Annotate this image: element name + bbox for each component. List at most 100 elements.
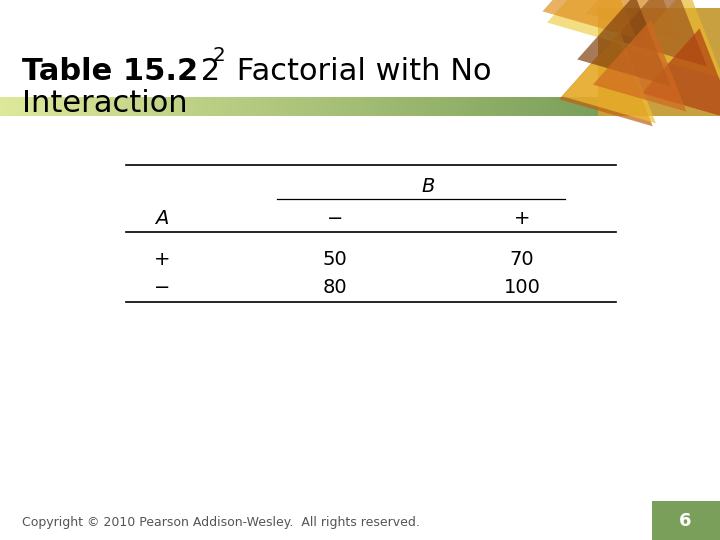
Bar — [431, 97, 434, 116]
Bar — [182, 97, 186, 116]
Bar — [161, 97, 165, 116]
Bar — [439, 97, 443, 116]
Bar — [562, 97, 565, 116]
Bar — [42, 97, 45, 116]
Bar — [96, 97, 99, 116]
Bar — [448, 97, 452, 116]
Bar — [158, 97, 162, 116]
Bar — [550, 97, 554, 116]
Bar — [275, 97, 279, 116]
Bar — [406, 97, 410, 116]
Bar — [203, 97, 207, 116]
Bar — [424, 97, 428, 116]
Bar — [150, 97, 153, 116]
Bar — [359, 97, 362, 116]
Bar — [493, 97, 497, 116]
Bar — [197, 97, 201, 116]
Bar — [21, 97, 24, 116]
Bar — [284, 97, 287, 116]
Bar — [526, 97, 530, 116]
Polygon shape — [593, 20, 686, 112]
Bar — [535, 97, 539, 116]
Bar — [254, 97, 258, 116]
Bar — [278, 97, 282, 116]
Bar — [577, 97, 580, 116]
Bar — [335, 97, 338, 116]
Polygon shape — [547, 0, 641, 50]
Bar — [0, 97, 4, 116]
Bar — [24, 97, 27, 116]
Bar — [18, 97, 22, 116]
Bar — [568, 97, 572, 116]
Bar — [54, 97, 58, 116]
Bar — [553, 97, 557, 116]
Text: +: + — [514, 209, 530, 228]
Bar — [242, 97, 246, 116]
Bar — [544, 97, 547, 116]
Bar — [413, 97, 416, 116]
Bar — [589, 97, 593, 116]
Bar — [529, 97, 533, 116]
Bar — [469, 97, 473, 116]
Bar — [200, 97, 204, 116]
Bar — [93, 97, 96, 116]
Bar — [146, 97, 150, 116]
Bar — [377, 97, 380, 116]
Bar — [466, 97, 470, 116]
Bar — [323, 97, 326, 116]
Bar — [302, 97, 305, 116]
Bar — [502, 97, 505, 116]
Bar — [389, 97, 392, 116]
Bar — [451, 97, 455, 116]
Text: 100: 100 — [503, 278, 541, 297]
Bar — [385, 97, 389, 116]
Text: −: − — [154, 278, 170, 297]
Bar — [192, 97, 195, 116]
Bar — [332, 97, 336, 116]
Bar — [353, 97, 356, 116]
Bar — [171, 97, 174, 116]
Bar — [382, 97, 386, 116]
Bar — [239, 97, 243, 116]
Bar — [36, 97, 40, 116]
Bar — [338, 97, 341, 116]
Bar — [484, 97, 487, 116]
Bar — [212, 97, 216, 116]
Bar — [478, 97, 482, 116]
Bar — [433, 97, 437, 116]
Bar — [364, 97, 368, 116]
Bar — [346, 97, 351, 116]
Bar — [66, 97, 69, 116]
Bar — [209, 97, 213, 116]
Bar — [68, 97, 73, 116]
Bar — [427, 97, 431, 116]
Bar — [269, 97, 273, 116]
Bar — [290, 97, 294, 116]
Bar — [520, 97, 523, 116]
Bar — [299, 97, 302, 116]
Polygon shape — [642, 29, 720, 120]
Text: 80: 80 — [323, 278, 347, 297]
Bar — [397, 97, 401, 116]
Bar — [454, 97, 458, 116]
Bar — [174, 97, 177, 116]
Bar — [356, 97, 359, 116]
Bar — [9, 97, 13, 116]
Bar — [30, 97, 34, 116]
Text: +: + — [154, 249, 170, 269]
Bar — [107, 97, 112, 116]
Bar — [445, 97, 449, 116]
Bar — [400, 97, 404, 116]
Bar — [51, 97, 55, 116]
Text: Copyright © 2010 Pearson Addison-Wesley.  All rights reserved.: Copyright © 2010 Pearson Addison-Wesley.… — [22, 516, 420, 529]
Bar — [296, 97, 300, 116]
Polygon shape — [577, 0, 671, 86]
Bar — [117, 97, 120, 116]
Bar — [128, 97, 132, 116]
Bar — [415, 97, 419, 116]
Bar — [496, 97, 500, 116]
Text: 6: 6 — [679, 511, 692, 530]
Bar — [538, 97, 541, 116]
Text: $A$: $A$ — [155, 209, 169, 228]
Bar — [75, 97, 78, 116]
